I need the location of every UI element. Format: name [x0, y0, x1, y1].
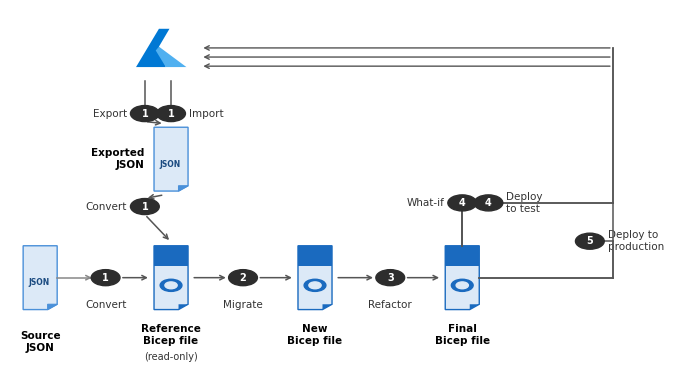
Text: Import: Import	[188, 109, 223, 119]
Polygon shape	[154, 127, 188, 191]
Text: Source
JSON: Source JSON	[20, 332, 60, 353]
Text: JSON: JSON	[28, 278, 49, 287]
Polygon shape	[298, 246, 332, 310]
Text: Refactor: Refactor	[368, 300, 412, 310]
Circle shape	[376, 270, 405, 286]
Text: Reference
Bicep file: Reference Bicep file	[141, 324, 201, 346]
Text: Final
Bicep file: Final Bicep file	[435, 324, 490, 346]
Text: Convert: Convert	[86, 201, 127, 211]
Polygon shape	[298, 246, 332, 266]
Circle shape	[448, 195, 477, 211]
Polygon shape	[154, 246, 188, 266]
Text: 1: 1	[142, 201, 148, 211]
Text: What-if: What-if	[407, 198, 445, 208]
Polygon shape	[136, 29, 170, 67]
Circle shape	[157, 106, 186, 122]
Circle shape	[228, 270, 258, 286]
Polygon shape	[323, 304, 332, 310]
Text: JSON: JSON	[159, 160, 180, 169]
Text: 1: 1	[142, 109, 148, 119]
Text: Convert: Convert	[85, 300, 126, 310]
Text: 4: 4	[485, 198, 492, 208]
Text: 3: 3	[387, 273, 394, 283]
Circle shape	[160, 279, 182, 291]
Polygon shape	[47, 304, 57, 310]
Text: Deploy to
production: Deploy to production	[607, 231, 664, 252]
Text: New
Bicep file: New Bicep file	[287, 324, 342, 346]
Circle shape	[304, 279, 326, 291]
Text: 4: 4	[459, 198, 466, 208]
Polygon shape	[178, 186, 188, 191]
Text: Export: Export	[93, 109, 127, 119]
Text: 2: 2	[239, 273, 246, 283]
Circle shape	[576, 233, 604, 249]
Polygon shape	[470, 304, 479, 310]
Circle shape	[474, 195, 503, 211]
Circle shape	[452, 279, 473, 291]
Circle shape	[456, 282, 468, 289]
Circle shape	[165, 282, 177, 289]
Polygon shape	[178, 304, 188, 310]
Text: 1: 1	[167, 109, 174, 119]
Circle shape	[309, 282, 321, 289]
Text: Deploy
to test: Deploy to test	[506, 192, 542, 214]
Polygon shape	[445, 246, 479, 310]
Text: 1: 1	[102, 273, 109, 283]
Text: 5: 5	[586, 236, 593, 246]
Polygon shape	[23, 246, 57, 310]
Circle shape	[130, 106, 159, 122]
Polygon shape	[445, 246, 479, 266]
Circle shape	[130, 198, 159, 214]
Text: (read-only): (read-only)	[144, 351, 198, 361]
Polygon shape	[154, 246, 188, 310]
Circle shape	[92, 270, 120, 286]
Text: Migrate: Migrate	[223, 300, 263, 310]
Text: Exported
JSON: Exported JSON	[91, 148, 144, 170]
Polygon shape	[156, 47, 186, 67]
